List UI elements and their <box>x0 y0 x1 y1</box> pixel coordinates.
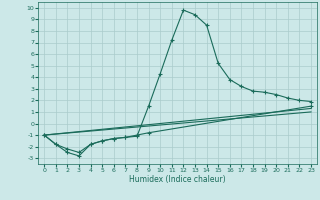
X-axis label: Humidex (Indice chaleur): Humidex (Indice chaleur) <box>129 175 226 184</box>
